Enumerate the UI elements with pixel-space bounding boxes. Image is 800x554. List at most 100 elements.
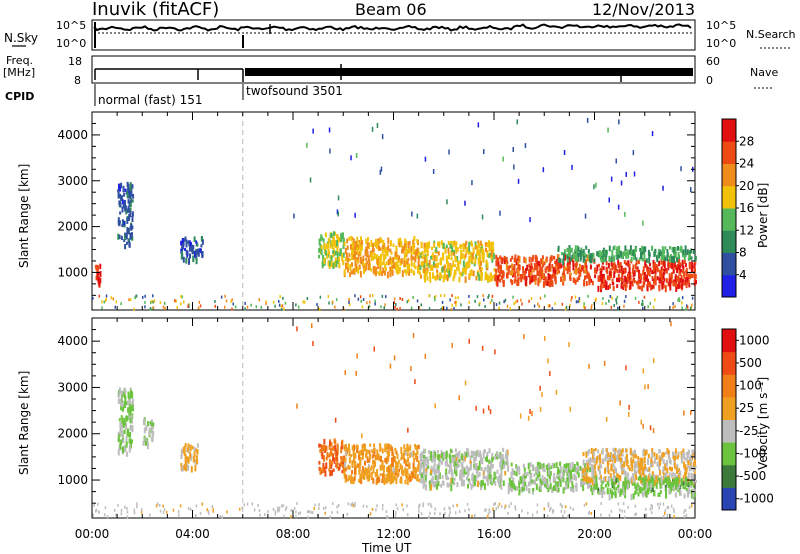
velocity-cell bbox=[124, 446, 127, 453]
velocity-scatter-cell bbox=[382, 503, 384, 507]
velocity-scatter-cell bbox=[444, 511, 446, 515]
velocity-cell bbox=[641, 491, 644, 497]
velocity-cell bbox=[610, 478, 613, 486]
velocity-cell bbox=[365, 449, 368, 456]
velocity-cell bbox=[122, 439, 125, 444]
velocity-scatter-cell bbox=[207, 509, 210, 513]
velocity-cell bbox=[604, 455, 607, 462]
velocity-cell bbox=[632, 452, 635, 456]
power-cell bbox=[534, 274, 537, 281]
power-cell bbox=[462, 260, 465, 266]
velocity-cell bbox=[650, 457, 653, 464]
power-cell bbox=[503, 257, 506, 265]
power-cell bbox=[568, 256, 571, 260]
velocity-cell bbox=[557, 467, 560, 472]
power-scatter-cell bbox=[384, 303, 386, 307]
power-cell bbox=[663, 278, 666, 282]
power-cell bbox=[616, 255, 619, 260]
power-cell bbox=[433, 255, 436, 262]
power-cell bbox=[622, 285, 625, 290]
power-cell bbox=[652, 259, 655, 265]
velocity-cell bbox=[127, 400, 130, 406]
velocity-cell bbox=[184, 458, 187, 465]
power-cell bbox=[484, 271, 487, 278]
power-cell bbox=[332, 262, 335, 269]
power-cell bbox=[523, 270, 526, 275]
velocity-cell bbox=[549, 482, 552, 490]
velocity-cell bbox=[656, 480, 659, 484]
velocity-colorbar-tick-label: 100 bbox=[739, 379, 762, 393]
power-scatter-cell bbox=[410, 306, 413, 310]
power-cell bbox=[533, 263, 536, 270]
power-scatter-cell bbox=[533, 304, 536, 308]
velocity-cell bbox=[657, 463, 660, 468]
power-cell bbox=[332, 236, 335, 243]
power-echo-region bbox=[557, 245, 697, 266]
velocity-cell bbox=[149, 421, 152, 425]
power-cell bbox=[509, 258, 512, 262]
power-cell bbox=[367, 264, 370, 271]
velocity-cell bbox=[354, 466, 356, 473]
velocity-cell bbox=[479, 450, 482, 455]
velocity-cell bbox=[606, 466, 609, 473]
power-cell bbox=[628, 267, 631, 273]
velocity-cell bbox=[340, 446, 343, 454]
power-cell bbox=[511, 255, 514, 260]
power-cell bbox=[685, 281, 688, 289]
velocity-cell bbox=[634, 461, 637, 468]
power-cell bbox=[584, 267, 587, 274]
velocity-cell bbox=[333, 457, 336, 464]
power-cell bbox=[585, 281, 588, 286]
power-scatter-cell bbox=[336, 209, 339, 215]
power-cell bbox=[515, 258, 518, 266]
velocity-cell bbox=[409, 444, 412, 451]
velocity-cell bbox=[603, 491, 606, 495]
velocity-cell bbox=[617, 481, 620, 488]
power-cell bbox=[457, 266, 460, 272]
velocity-cell bbox=[396, 462, 399, 469]
velocity-cell bbox=[556, 475, 558, 479]
velocity-cell bbox=[544, 480, 547, 486]
power-cell bbox=[354, 260, 357, 267]
velocity-cell bbox=[478, 460, 481, 467]
velocity-cell bbox=[530, 472, 533, 478]
velocity-cell bbox=[460, 456, 462, 461]
velocity-cell bbox=[604, 467, 606, 474]
power-y-tick-label: 1000 bbox=[57, 265, 88, 279]
velocity-cell bbox=[673, 473, 676, 479]
velocity-cell bbox=[344, 451, 347, 456]
power-cell bbox=[362, 265, 365, 270]
power-cell bbox=[355, 251, 358, 255]
power-cell bbox=[683, 254, 686, 261]
velocity-cell bbox=[680, 479, 683, 487]
power-cell bbox=[613, 245, 616, 251]
power-scatter-cell bbox=[265, 302, 267, 306]
velocity-cell bbox=[629, 447, 632, 455]
velocity-scatter-cell bbox=[221, 515, 223, 519]
power-cell bbox=[684, 263, 687, 268]
power-scatter-cell bbox=[464, 200, 466, 206]
power-cell bbox=[378, 247, 381, 251]
power-cell bbox=[413, 257, 416, 261]
power-cell bbox=[676, 257, 679, 263]
power-scatter-cell bbox=[319, 295, 322, 299]
power-cell bbox=[693, 271, 696, 279]
power-cell bbox=[618, 245, 621, 253]
power-cell bbox=[646, 274, 648, 282]
power-cell bbox=[665, 268, 668, 272]
power-cell bbox=[604, 255, 607, 262]
velocity-cell bbox=[627, 465, 630, 469]
power-scatter-cell bbox=[424, 156, 427, 162]
velocity-cell bbox=[559, 469, 562, 474]
power-cell bbox=[664, 246, 667, 250]
velocity-cell bbox=[586, 462, 589, 468]
velocity-scatter-cell bbox=[296, 403, 298, 409]
velocity-cell bbox=[350, 477, 353, 484]
velocity-cell bbox=[635, 489, 638, 494]
velocity-echo-region bbox=[594, 475, 697, 501]
velocity-cell bbox=[469, 460, 472, 464]
power-cell bbox=[635, 280, 638, 285]
power-cell bbox=[489, 276, 492, 282]
power-cell bbox=[520, 277, 523, 283]
velocity-scatter-cell bbox=[201, 502, 203, 506]
